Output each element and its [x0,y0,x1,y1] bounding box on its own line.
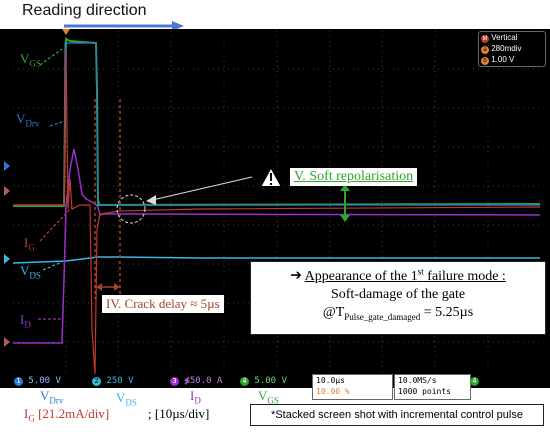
scale-icon: b [481,57,489,65]
ch3-marker[interactable] [4,337,10,347]
vertical-settings-panel[interactable]: M Vertical a 280mdiv b 1.00 V [478,31,546,67]
pointer-arrow [147,176,253,202]
legend-vds: VDS [116,390,137,408]
trigger-setting[interactable]: 4 ∫ -1.40 V [470,376,533,386]
failure-mode-box: ➔ Appearance of the 1st failure mode : S… [250,261,546,335]
vdrv-label: VDrv [16,111,40,129]
ch1-setting[interactable]: 1 5.00 V [14,376,61,386]
vgs-label: VGS [20,51,41,69]
timebase-icon: a [481,46,489,54]
ch1-marker[interactable] [4,161,10,171]
ig-label: IG [24,235,35,253]
time-div-value: 10.0µs [316,376,345,385]
footnote-box: *Stacked screen shot with incremental co… [250,404,544,426]
acquisition-box[interactable]: 10.0MS/s 1000 points [394,374,471,400]
time-scale-label: ; [10µs/div] [148,406,210,421]
timebase-box[interactable]: 10.0µs 10.00 % [312,374,393,400]
points-value: 1000 points [398,387,451,396]
crack-delay-label: IV. Crack delay ≈ 5µs [102,295,224,313]
reading-direction-label: Reading direction [22,2,147,19]
ch2-setting[interactable]: 2 250 V [92,376,134,386]
trigger-position-value: 10.00 % [316,387,350,396]
menu-icon: M [481,35,489,43]
timebase-value: 280mdiv [491,44,522,53]
repolarisation-circle [116,194,146,224]
trigger-marker[interactable] [62,29,70,35]
vds-trace [12,256,540,264]
reading-direction-arrow-icon [64,21,184,31]
ch-marker-ref[interactable] [4,186,10,196]
ch2-marker[interactable] [4,254,10,264]
ch3-setting[interactable]: 3 ≸50.0 A [170,376,222,386]
legend-id: ID [190,388,201,406]
ig-trace [13,48,541,374]
legend-vdrv: VDrv [40,388,64,406]
ch4-setting[interactable]: 4 5.00 V [240,376,287,386]
failure-mode-time: @TPulse_gate_damaged = 5.25µs [322,304,474,322]
ig-scale-label: IG [21.2mA/div] [24,406,110,424]
failure-mode-description: Soft-damage of the gate [330,286,466,302]
vds-label: VDS [20,263,41,281]
legend-vgs: VGS [258,388,279,406]
warning-triangle-icon [258,165,284,188]
sample-rate-value: 10.0MS/s [398,376,437,385]
scale-value: 1.00 V [491,55,515,64]
vertical-title: Vertical [491,33,518,42]
soft-repolarisation-label: V. Soft repolarisation [290,168,418,186]
trigger-edge-icon: ∫ [484,376,490,386]
id-trace [13,148,541,344]
failure-mode-heading: ➔ Appearance of the 1st failure mode : [290,266,506,284]
id-label: ID [20,312,31,330]
oscilloscope-screen: VGS VDrv IG VDS ID M Vertical a 280mdiv … [0,29,550,374]
